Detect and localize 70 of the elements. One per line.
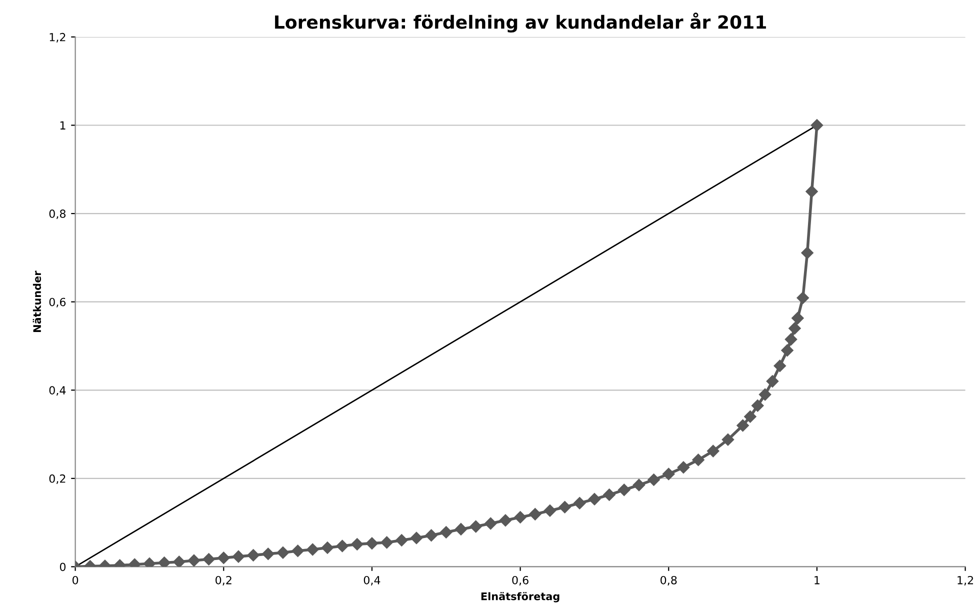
point — [792, 312, 804, 324]
point — [588, 493, 601, 506]
point — [321, 542, 334, 554]
point — [247, 549, 260, 562]
point — [306, 543, 319, 556]
point — [351, 538, 364, 550]
point — [707, 444, 720, 458]
x-tick-label: 0 — [72, 576, 78, 584]
point — [722, 433, 734, 446]
x-tick-label: 1,2 — [958, 576, 974, 586]
y-tick-label: 0,4 — [49, 386, 66, 396]
point — [232, 550, 245, 563]
x-tick-label: 0,8 — [660, 576, 677, 586]
point — [218, 552, 230, 564]
y-axis-title: Nätkunder — [32, 270, 42, 332]
point — [262, 548, 274, 560]
point — [380, 536, 393, 549]
point — [632, 478, 646, 492]
point — [774, 360, 786, 372]
point — [454, 523, 468, 536]
point — [796, 292, 809, 304]
point — [440, 526, 452, 538]
point — [529, 508, 542, 520]
point — [784, 333, 798, 346]
point — [758, 388, 772, 401]
point — [618, 484, 630, 496]
point — [514, 511, 526, 524]
point — [470, 520, 482, 533]
point — [662, 468, 675, 480]
point — [158, 556, 170, 567]
y-tick-label: 0,6 — [49, 298, 66, 308]
point — [752, 399, 764, 412]
y-tick-label: 0,8 — [49, 210, 66, 220]
point — [276, 546, 290, 559]
point — [410, 532, 423, 544]
point — [810, 119, 824, 132]
x-tick-label: 1 — [814, 576, 820, 584]
point — [766, 375, 779, 388]
point — [558, 501, 571, 514]
point — [484, 517, 497, 530]
y-tick-label: 1,2 — [50, 32, 66, 42]
chart-title: Lorenskurva: fördelning av kundandelar år 2011 — [275, 12, 766, 33]
point — [173, 556, 186, 567]
point — [781, 344, 794, 356]
point — [736, 419, 749, 432]
point — [544, 504, 556, 517]
point — [202, 553, 215, 566]
x-tick-label: 0,4 — [364, 576, 380, 586]
point — [574, 497, 586, 510]
point — [788, 322, 801, 334]
point — [366, 537, 378, 550]
point — [499, 514, 512, 526]
point — [801, 246, 814, 259]
point — [188, 554, 200, 567]
point — [806, 185, 818, 198]
point — [744, 410, 756, 423]
point — [692, 454, 704, 466]
y-tick-label: 0 — [60, 562, 66, 572]
point — [677, 461, 690, 474]
point — [648, 474, 660, 486]
point — [396, 534, 408, 546]
x-axis-title: Elnätsföretag — [481, 592, 560, 602]
y-tick-label: 1 — [60, 121, 66, 130]
point — [292, 544, 304, 557]
x-tick-label: 0,6 — [512, 576, 528, 586]
y-tick-label: 0,2 — [49, 474, 66, 484]
point — [336, 540, 348, 552]
x-tick-label: 0,2 — [216, 576, 232, 586]
point — [603, 488, 616, 501]
point — [425, 529, 438, 542]
